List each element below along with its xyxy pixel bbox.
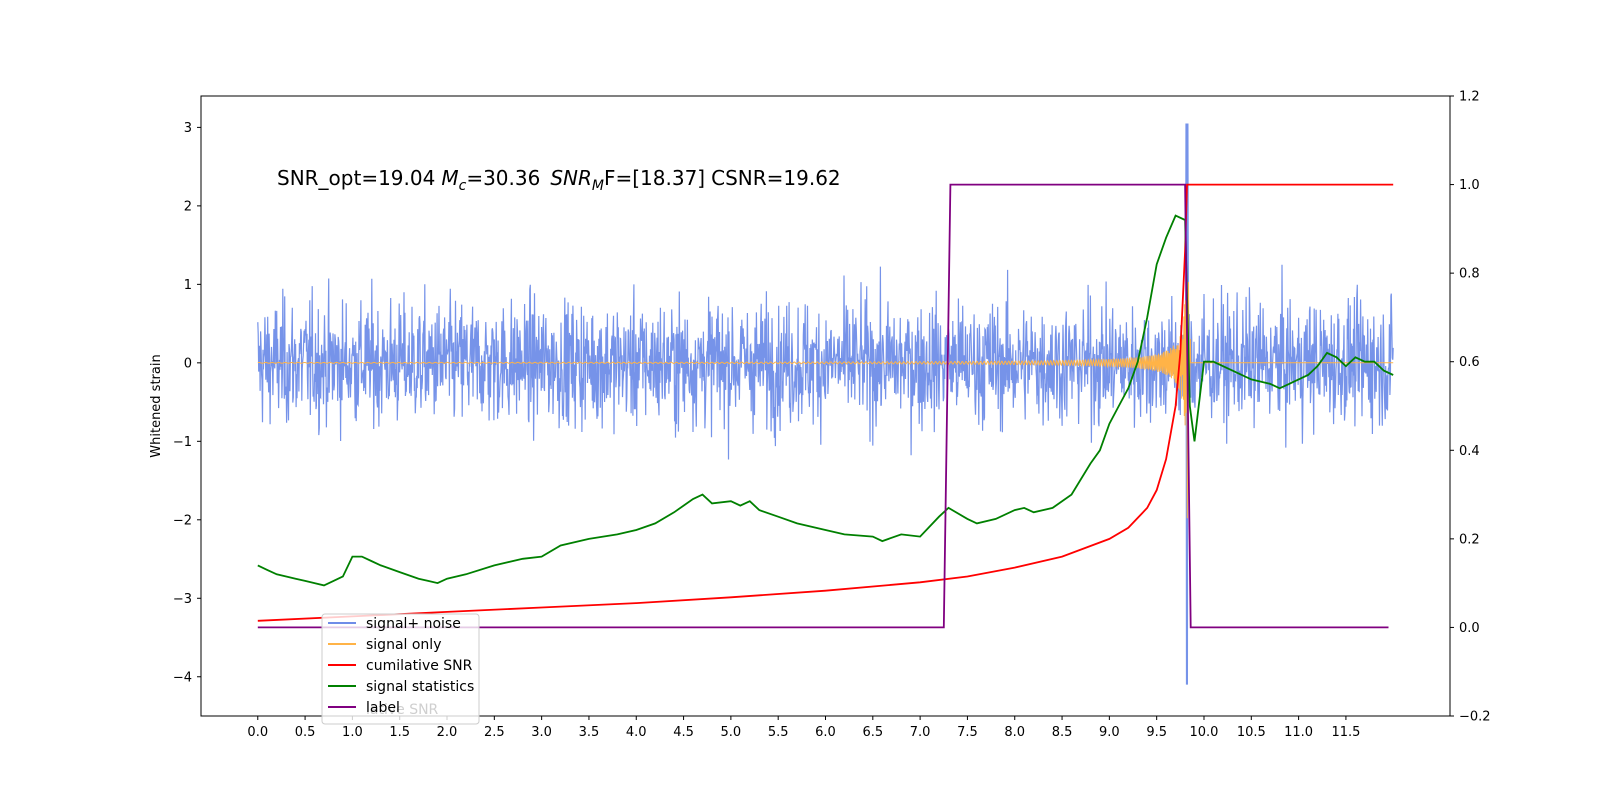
csnr-text: CSNR=19.62 — [711, 166, 841, 190]
x-tick-label: 5.5 — [768, 725, 789, 740]
x-tick-label: 5.0 — [721, 725, 742, 740]
x-tick-label: 7.0 — [910, 725, 931, 740]
y-tick-label: −3 — [173, 592, 192, 607]
y-tick-label: −4 — [173, 670, 192, 685]
x-tick-label: 10.0 — [1190, 725, 1219, 740]
y-right-tick-label: 0.2 — [1459, 532, 1480, 547]
legend-hidden-entry: lative SNR — [366, 702, 439, 718]
legend-box — [321, 613, 480, 725]
series-cumilative-snr — [257, 183, 1394, 622]
x-tick-label: 1.5 — [389, 725, 410, 740]
y-right-tick-label: −0.2 — [1459, 710, 1491, 725]
x-tick-label: 6.0 — [815, 725, 836, 740]
x-tick-label: 8.0 — [1004, 725, 1025, 740]
legend-label: cumilative SNR — [366, 658, 473, 674]
mf-subscript: M — [592, 178, 604, 194]
y-tick-label: −1 — [173, 435, 192, 450]
series-signal-noise — [257, 123, 1394, 685]
x-tick-label: 9.5 — [1146, 725, 1167, 740]
y-tick-label: 3 — [184, 121, 192, 136]
x-tick-label: 11.5 — [1331, 725, 1360, 740]
y-axis-label: Whitened strain — [149, 354, 164, 457]
x-tick-label: 11.0 — [1284, 725, 1313, 740]
y-tick-label: 1 — [184, 278, 192, 293]
legend-label: signal+ noise — [366, 616, 461, 632]
y-right-tick-label: 1.2 — [1459, 90, 1480, 105]
mf-value: F=[18.37] — [604, 166, 705, 190]
legend-label: signal only — [366, 637, 441, 653]
snr-opt-text: SNR_opt=19.04 — [277, 166, 435, 190]
chart-annotation: SNR_opt=19.04 Mc=30.36 SNRMF=[18.37] CSNR=1… — [277, 166, 841, 194]
x-axis: 0.0 0.5 1.0 1.5 2.0 2.5 3.0 3.5 4.0 4.5 5.0 5.5 6.0 6… — [247, 716, 1360, 740]
y-tick-label: 0 — [184, 356, 192, 371]
x-tick-label: 10.5 — [1237, 725, 1266, 740]
x-tick-label: 4.5 — [673, 725, 694, 740]
legend: lative SNR signal+ noise signal only cumil… — [321, 613, 480, 725]
x-tick-label: 4.0 — [626, 725, 647, 740]
x-tick-label: 7.5 — [957, 725, 978, 740]
mc-value: =30.36 — [466, 166, 540, 190]
y-right-tick-label: 0.4 — [1459, 444, 1480, 459]
series-layer — [257, 123, 1394, 685]
legend-label: label — [366, 700, 400, 716]
x-tick-label: 2.5 — [484, 725, 505, 740]
series-label — [257, 183, 1389, 629]
y-tick-label: 2 — [184, 199, 192, 214]
x-tick-label: 8.5 — [1052, 725, 1073, 740]
x-tick-label: 9.0 — [1099, 725, 1120, 740]
mf-symbol: SNR — [550, 166, 592, 190]
x-tick-label: 1.0 — [342, 725, 363, 740]
mc-symbol: M — [441, 166, 458, 190]
x-tick-label: 0.5 — [295, 725, 316, 740]
legend-label: signal statistics — [366, 679, 474, 695]
y-right-tick-label: 0.0 — [1459, 621, 1480, 636]
y-tick-label: −2 — [173, 513, 192, 528]
y-right-tick-label: 0.8 — [1459, 267, 1480, 282]
x-tick-label: 0.0 — [247, 725, 268, 740]
x-tick-label: 3.5 — [579, 725, 600, 740]
mc-subscript: c — [459, 178, 467, 194]
y-right-tick-label: 0.6 — [1459, 355, 1480, 370]
series-signal-statistics — [257, 214, 1394, 587]
x-tick-label: 2.0 — [437, 725, 458, 740]
x-tick-label: 3.0 — [531, 725, 552, 740]
y-axis-right: 1.2 1.0 0.8 0.6 0.4 0.2 0.0 −0.2 — [1450, 90, 1491, 725]
y-right-tick-label: 1.0 — [1459, 178, 1480, 193]
y-axis-left: 3 2 1 0 −1 −2 −3 −4 — [173, 121, 201, 685]
x-tick-label: 6.5 — [862, 725, 883, 740]
